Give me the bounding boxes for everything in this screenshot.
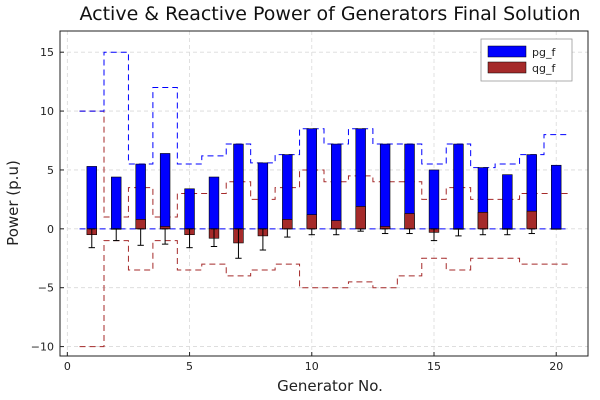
bar-pg bbox=[184, 188, 195, 230]
y-tick-label: 10 bbox=[40, 105, 54, 118]
x-tick-label: 15 bbox=[427, 360, 441, 373]
qg-min-limit-line bbox=[79, 240, 569, 348]
x-tick-label: 10 bbox=[305, 360, 319, 373]
bar-qg bbox=[355, 206, 366, 230]
y-tick-label: −10 bbox=[31, 341, 54, 354]
legend-label-pg: pg_f bbox=[532, 46, 556, 59]
bar-pg bbox=[502, 174, 513, 230]
x-axis-label: Generator No. bbox=[277, 377, 383, 395]
bar-pg bbox=[551, 164, 562, 230]
bar-pg bbox=[208, 176, 220, 230]
x-tick-label: 20 bbox=[549, 360, 563, 373]
bar-pg bbox=[257, 162, 269, 230]
ticks: 0 5 10 15 20 −10 −5 0 5 10 15 bbox=[31, 46, 563, 373]
bar-pg bbox=[159, 153, 171, 230]
qg-max-limit-line bbox=[79, 110, 569, 218]
bar-pg bbox=[111, 176, 122, 230]
bar-qg bbox=[404, 213, 415, 230]
bar-pg bbox=[331, 143, 342, 230]
bar-pg bbox=[306, 128, 317, 230]
x-tick-label: 5 bbox=[186, 360, 193, 373]
plot-frame bbox=[59, 30, 589, 357]
bar-pg bbox=[233, 143, 244, 230]
y-tick-label: −5 bbox=[38, 282, 54, 295]
bar-qg bbox=[551, 228, 562, 230]
bar-pg bbox=[282, 154, 293, 230]
legend-label-qg: qg_f bbox=[532, 62, 556, 75]
bar-pg bbox=[428, 169, 440, 230]
bar-qg bbox=[477, 212, 489, 230]
bar-pg bbox=[379, 143, 391, 230]
bar-pg bbox=[86, 166, 97, 230]
y-axis-label: Power (p.u) bbox=[4, 160, 22, 246]
bar-qg bbox=[306, 214, 317, 230]
bar-pg bbox=[453, 143, 464, 230]
bar-qg bbox=[526, 210, 537, 230]
legend-swatch-qg bbox=[487, 61, 527, 74]
y-tick-label: 0 bbox=[47, 223, 54, 236]
y-tick-label: 5 bbox=[47, 164, 54, 177]
error-bars bbox=[88, 228, 535, 259]
bar-qg bbox=[331, 220, 342, 230]
bar-qg bbox=[282, 219, 293, 230]
chart-title: Active & Reactive Power of Generators Fi… bbox=[80, 3, 581, 25]
legend-swatch-pg bbox=[487, 45, 527, 58]
legend-box bbox=[480, 38, 573, 82]
bars bbox=[86, 128, 562, 244]
y-tick-label: 15 bbox=[40, 46, 54, 59]
x-tick-label: 0 bbox=[64, 360, 71, 373]
legend: pg_f qg_f bbox=[480, 38, 573, 82]
bar-qg bbox=[135, 219, 146, 230]
